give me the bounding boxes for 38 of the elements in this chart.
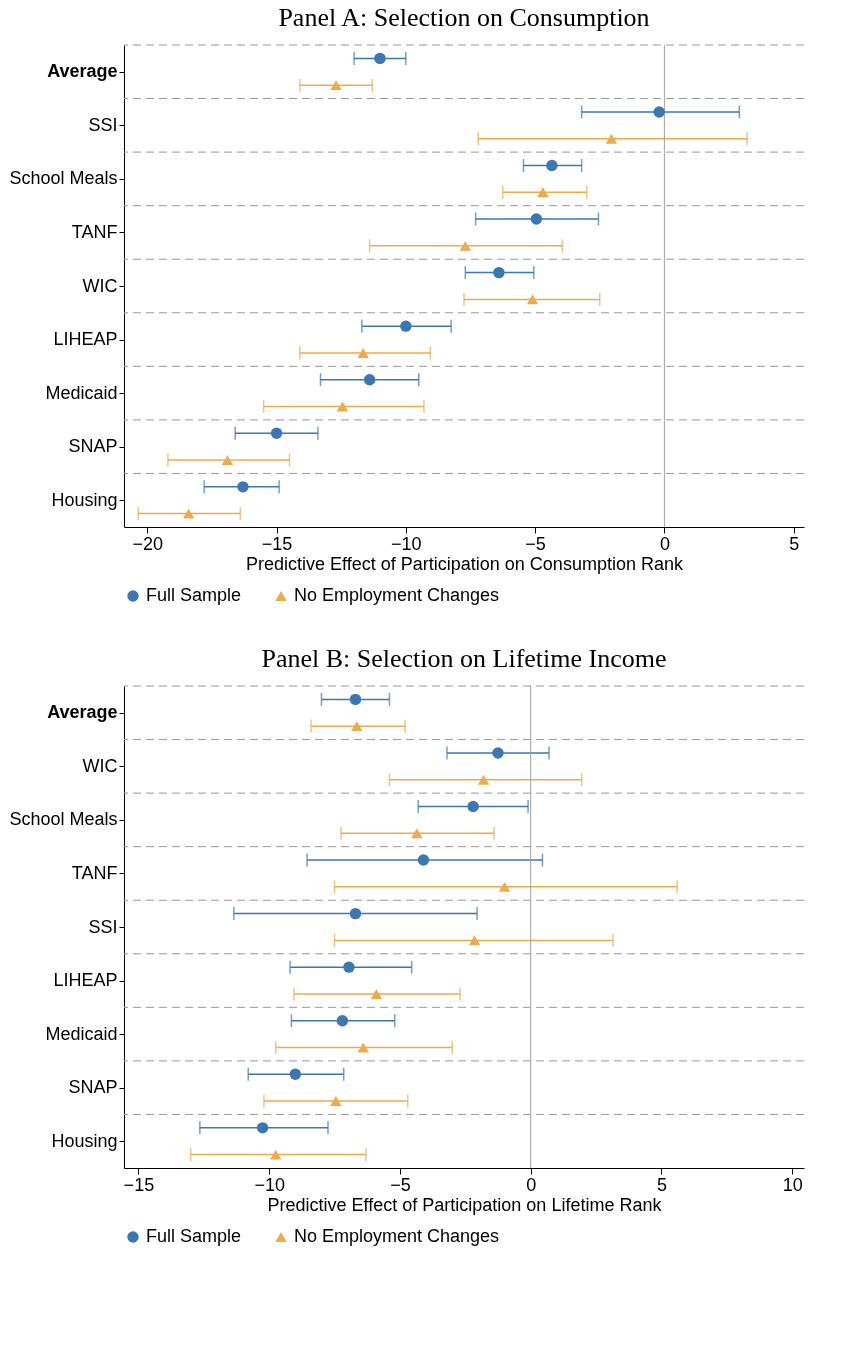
y-tick-label: Average <box>47 702 118 723</box>
y-tick-label: Housing <box>51 489 118 510</box>
x-tick-label: −10 <box>254 1174 285 1195</box>
y-tick-label: SNAP <box>68 1077 118 1098</box>
x-tick-label: −15 <box>123 1174 155 1195</box>
x-tick-label: 5 <box>656 1174 667 1195</box>
legend-label: Full Sample <box>146 585 242 605</box>
y-tick-label: SSI <box>88 114 118 135</box>
y-tick-label: Housing <box>51 1130 118 1151</box>
chart-title: Panel B: Selection on Lifetime Income <box>261 643 667 673</box>
y-tick-label: SNAP <box>68 436 118 457</box>
x-tick-label: 10 <box>782 1174 803 1195</box>
x-tick-label: −5 <box>390 1174 411 1195</box>
y-tick-label: School Meals <box>9 168 118 189</box>
legend-label: Full Sample <box>146 1226 242 1246</box>
x-tick-label: −20 <box>132 533 164 554</box>
y-tick-label: WIC <box>82 755 118 776</box>
y-tick-label: SSI <box>88 916 118 937</box>
y-tick-label: TANF <box>71 862 118 883</box>
y-tick-label: LIHEAP <box>53 970 118 991</box>
legend-label: No Employment Changes <box>294 585 500 605</box>
y-tick-label: School Meals <box>9 809 118 830</box>
x-axis-title: Predictive Effect of Participation on Lifetime Rank <box>267 1194 663 1215</box>
x-tick-label: −15 <box>261 533 293 554</box>
y-tick-label: LIHEAP <box>53 329 118 350</box>
y-tick-label: Medicaid <box>45 1023 118 1044</box>
x-tick-label: 0 <box>659 533 670 554</box>
x-tick-label: −10 <box>391 533 422 554</box>
legend-label: No Employment Changes <box>294 1226 500 1246</box>
x-axis-title: Predictive Effect of Participation on Consumption Rank <box>246 553 684 574</box>
chart-title: Panel A: Selection on Consumption <box>278 2 650 32</box>
y-tick-label: WIC <box>82 275 118 296</box>
y-tick-label: Medicaid <box>45 382 118 403</box>
y-tick-label: TANF <box>71 221 118 242</box>
x-tick-label: 5 <box>789 533 800 554</box>
x-tick-label: −5 <box>525 533 546 554</box>
x-tick-label: 0 <box>526 1174 537 1195</box>
y-tick-label: Average <box>47 61 118 82</box>
